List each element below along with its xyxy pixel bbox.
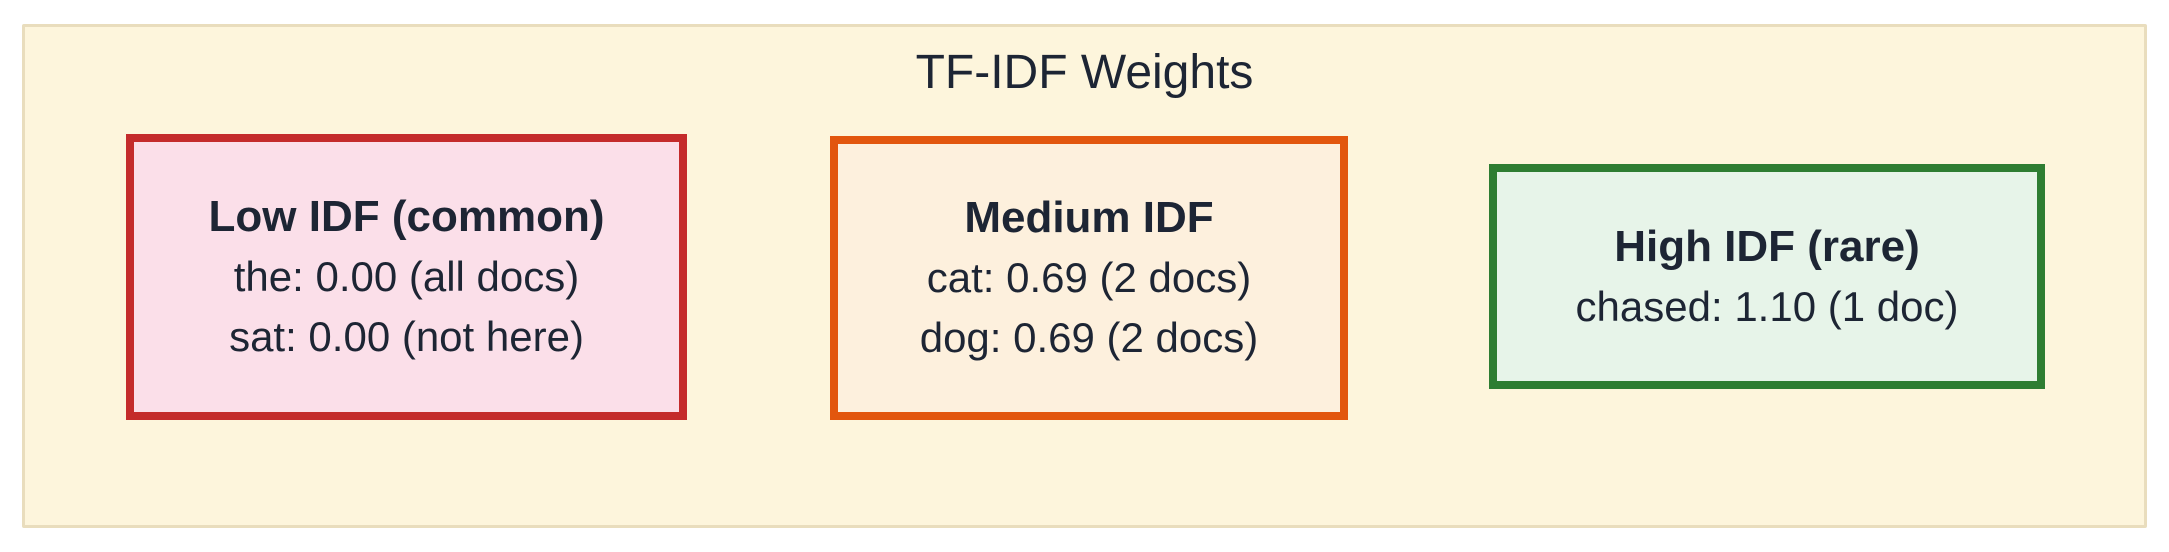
low-idf-box-title: Low IDF (common) <box>208 192 605 242</box>
low-idf-weight-sat: sat: 0.00 (not here) <box>229 312 584 360</box>
tfidf-weights-panel: TF-IDF Weights Low IDF (common) the: 0.0… <box>22 24 2147 528</box>
low-idf-box: Low IDF (common) the: 0.00 (all docs) sa… <box>126 134 687 420</box>
high-idf-box: High IDF (rare) chased: 1.10 (1 doc) <box>1489 164 2045 389</box>
high-idf-box-title: High IDF (rare) <box>1614 221 1920 271</box>
high-idf-weight-chased: chased: 1.10 (1 doc) <box>1575 282 1959 330</box>
figure-title: TF-IDF Weights <box>915 46 1254 99</box>
medium-idf-weight-dog: dog: 0.69 (2 docs) <box>919 313 1259 361</box>
medium-idf-box: Medium IDF cat: 0.69 (2 docs) dog: 0.69 … <box>830 136 1348 420</box>
medium-idf-box-title: Medium IDF <box>964 193 1214 243</box>
medium-idf-weight-cat: cat: 0.69 (2 docs) <box>926 254 1252 302</box>
low-idf-weight-the: the: 0.00 (all docs) <box>233 253 580 301</box>
